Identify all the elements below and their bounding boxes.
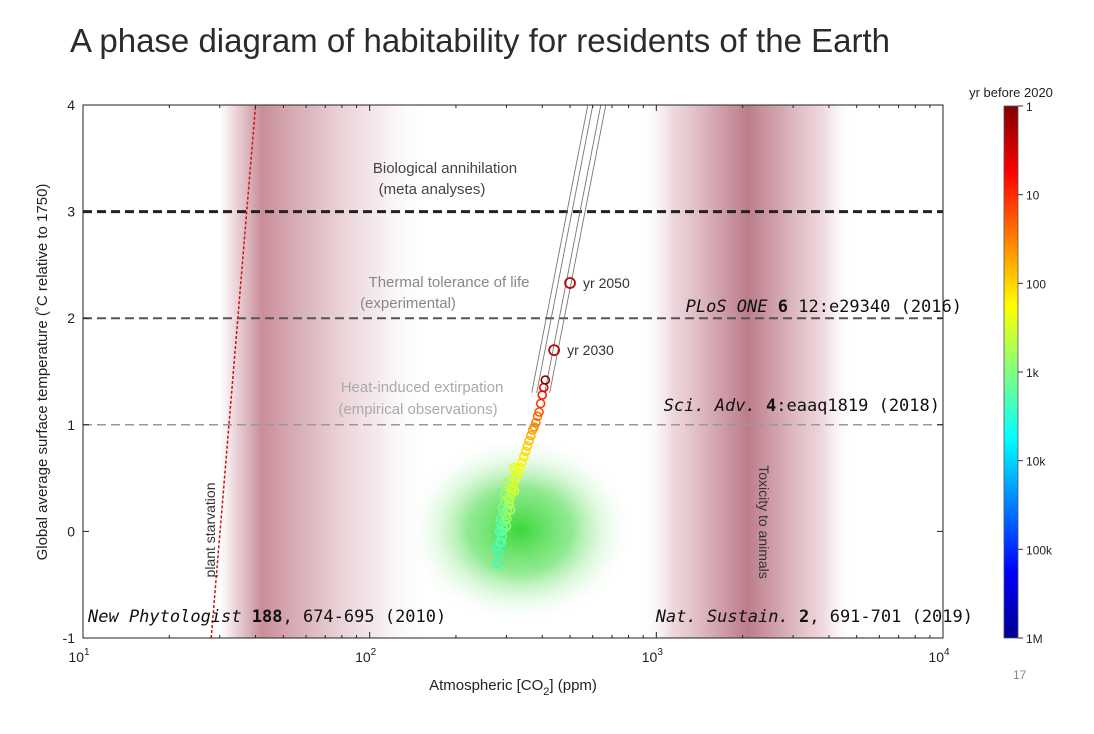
historical-point <box>522 441 533 451</box>
historical-point <box>531 417 541 428</box>
citation-nat-sustain: Nat. Sustain. 2, 691-701 (2019) <box>655 607 973 627</box>
plant-starvation-label: plant starvation <box>202 483 218 578</box>
colorbar-tick-label: 100k <box>1026 543 1053 557</box>
threshold-1-label: Heat-induced extirpation <box>341 379 504 396</box>
threshold-3-label: Biological annihilation <box>373 160 517 177</box>
historical-point <box>529 422 540 432</box>
projection-marker-label-0: yr 2050 <box>583 275 630 291</box>
holocene-cloud <box>405 435 635 625</box>
colorbar-tick-label: 10k <box>1026 455 1046 469</box>
historical-point <box>526 430 536 441</box>
slide-title: A phase diagram of habitability for resi… <box>70 22 890 59</box>
projection-markers: yr 2050 yr 2030 <box>548 275 630 358</box>
historical-point <box>524 435 534 446</box>
colorbar-tick-label: 10 <box>1026 189 1040 203</box>
historical-point <box>506 483 516 494</box>
historical-point <box>509 462 519 473</box>
projection-marker-0 <box>564 277 576 289</box>
historical-point <box>532 411 543 422</box>
plant-starvation-zone <box>220 105 430 638</box>
colorbar-ticks: 1 10 100 1k 10k 100k 1M <box>1018 100 1053 646</box>
y-tick-label: -1 <box>63 630 76 646</box>
x-axis-label: Atmospheric [CO2] (ppm) <box>429 677 597 698</box>
projection-marker-1 <box>548 344 561 357</box>
projection-line-3 <box>549 105 607 393</box>
colorbar-tick-label: 1M <box>1026 632 1043 646</box>
historical-point <box>499 524 509 535</box>
historical-points <box>492 375 551 569</box>
threshold-2-label: Thermal tolerance of life <box>369 274 530 291</box>
plot-background-layer: yr 2050 yr 2030 <box>83 105 943 638</box>
toxicity-label: Toxicity to animals <box>756 465 772 579</box>
colorbar-tick-label: 1 <box>1026 100 1033 114</box>
x-tick-label: 102 <box>355 647 377 665</box>
x-tick-label: 103 <box>642 647 664 665</box>
animal-toxicity-zone <box>640 105 855 638</box>
historical-point <box>515 462 525 473</box>
citation-plos: PLoS ONE 6 12:e29340 (2016) <box>686 297 962 317</box>
historical-point <box>504 494 514 505</box>
historical-point <box>520 446 531 457</box>
historical-point <box>493 547 504 558</box>
threshold-1-sublabel: (empirical observations) <box>338 401 497 418</box>
historical-point <box>519 451 529 462</box>
historical-point <box>517 457 527 467</box>
projection-marker-label-1: yr 2030 <box>567 342 614 358</box>
y-axis-ticks: -1 0 1 2 3 4 <box>63 97 943 646</box>
colorbar-gradient <box>1003 105 1019 639</box>
historical-point <box>510 464 521 475</box>
historical-point <box>496 537 507 547</box>
threshold-3-sublabel: (meta analyses) <box>379 181 486 198</box>
historical-point <box>539 382 549 393</box>
plot-frame <box>82 104 944 639</box>
y-tick-label: 4 <box>67 97 75 113</box>
y-axis-label: Global average surface temperature (˚C r… <box>34 184 51 561</box>
x-axis-ticks: 101 102 103 104 <box>68 105 950 665</box>
plant-starvation-line <box>210 105 257 638</box>
y-tick-label: 2 <box>67 310 75 326</box>
citation-new-phytologist: New Phytologist 188, 674-695 (2010) <box>87 607 446 627</box>
historical-point <box>540 375 551 385</box>
historical-point <box>497 503 508 513</box>
x-tick-label: 101 <box>68 647 90 665</box>
page-number: 17 <box>1013 668 1027 682</box>
y-tick-label: 1 <box>67 417 75 433</box>
y-tick-label: 0 <box>67 523 75 539</box>
colorbar: yr before 2020 1 10 100 1k 10k 100k 1M <box>969 85 1053 646</box>
citation-sciadv: Sci. Adv. 4:eaaq1819 (2018) <box>664 396 940 416</box>
colorbar-tick-label: 1k <box>1026 366 1040 380</box>
projection-line-1 <box>536 105 594 393</box>
colorbar-tick-label: 100 <box>1026 277 1046 291</box>
y-tick-label: 3 <box>67 204 75 220</box>
colorbar-title: yr before 2020 <box>969 85 1053 100</box>
historical-point <box>535 398 546 409</box>
projection-line-0 <box>531 105 589 393</box>
threshold-2-sublabel: (experimental) <box>360 295 456 312</box>
historical-point <box>493 558 503 569</box>
historical-point <box>508 473 519 483</box>
historical-point <box>502 513 512 524</box>
x-tick-label: 104 <box>928 647 950 665</box>
historical-point <box>537 390 548 400</box>
threshold-lines <box>83 210 943 426</box>
